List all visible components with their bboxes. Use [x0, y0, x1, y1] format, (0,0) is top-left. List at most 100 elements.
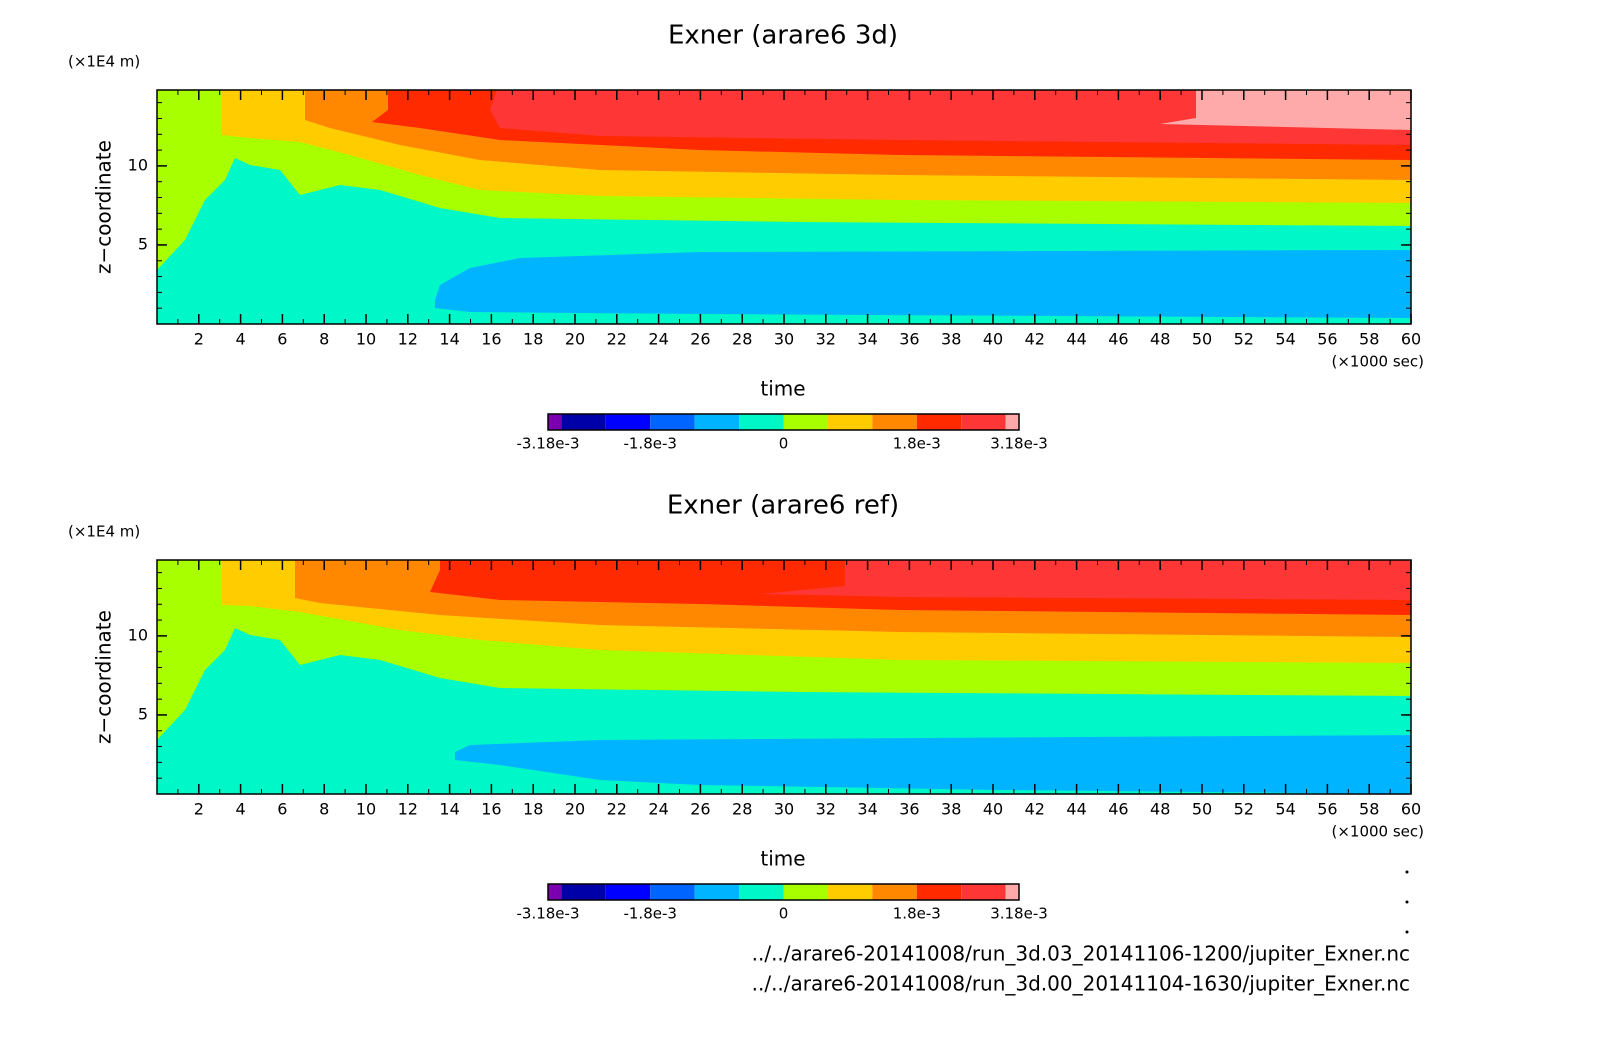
x-tick-label: 28 — [732, 330, 752, 349]
x-tick-label: 42 — [1025, 330, 1045, 349]
x-tick-label: 32 — [816, 330, 836, 349]
colorbar-tick-label: 3.18e-3 — [990, 905, 1048, 923]
colorbar-segment — [561, 414, 606, 430]
colorbar-segment — [872, 884, 917, 900]
x-tick-label: 16 — [481, 330, 501, 349]
x-tick-label: 14 — [439, 800, 459, 819]
colorbar-tick-label: -1.8e-3 — [623, 905, 676, 923]
y-axis-label: z−coordinate — [92, 610, 116, 744]
colorbar-tick-label: 3.18e-3 — [990, 435, 1048, 453]
colorbar-segment — [650, 884, 695, 900]
x-tick-label: 48 — [1150, 800, 1170, 819]
colorbar-segment — [1005, 414, 1019, 430]
x-tick-label: 22 — [607, 800, 627, 819]
colorbar-segment — [961, 884, 1006, 900]
y-tick-label: 10 — [128, 625, 148, 644]
chart-title: Exner (arare6 ref) — [667, 491, 899, 521]
x-tick-label: 50 — [1192, 330, 1212, 349]
x-tick-label: 38 — [941, 330, 961, 349]
colorbar-segment — [548, 414, 562, 430]
x-tick-label: 14 — [439, 330, 459, 349]
file-path: ../../arare6-20141008/run_3d.00_20141104… — [752, 972, 1410, 996]
x-tick-label: 58 — [1359, 330, 1379, 349]
contour-region — [1160, 90, 1411, 130]
x-tick-label: 30 — [774, 800, 794, 819]
x-tick-label: 48 — [1150, 330, 1170, 349]
colorbar-frame — [547, 413, 1020, 431]
y-unit: (×1E4 m) — [68, 523, 140, 541]
x-tick-label: 58 — [1359, 800, 1379, 819]
x-tick-label: 2 — [194, 800, 204, 819]
contour-region — [760, 560, 1411, 600]
x-tick-label: 24 — [648, 330, 668, 349]
x-tick-label: 12 — [398, 800, 418, 819]
x-tick-label: 52 — [1234, 330, 1254, 349]
colorbar-segment — [783, 414, 828, 430]
chart-title: Exner (arare6 3d) — [668, 21, 898, 51]
colorbar-segment — [694, 414, 740, 430]
x-unit: (×1000 sec) — [1331, 823, 1424, 841]
x-tick-label: 38 — [941, 800, 961, 819]
x-tick-label: 52 — [1234, 800, 1254, 819]
y-axis-label: z−coordinate — [92, 140, 116, 274]
x-tick-label: 28 — [732, 800, 752, 819]
colorbar-segment — [605, 884, 651, 900]
x-tick-label: 12 — [398, 330, 418, 349]
colorbar-segment — [1005, 884, 1019, 900]
colorbar-tick-label: 0 — [779, 905, 789, 923]
y-tick-label: 5 — [138, 234, 148, 253]
contour-region — [455, 735, 1411, 794]
x-tick-label: 60 — [1401, 800, 1421, 819]
y-tick-label: 10 — [128, 155, 148, 174]
colorbar-segment — [916, 414, 962, 430]
x-axis-label: time — [760, 377, 805, 401]
x-tick-label: 56 — [1317, 330, 1337, 349]
x-tick-label: 54 — [1275, 800, 1295, 819]
x-unit: (×1000 sec) — [1331, 353, 1424, 371]
x-tick-label: 42 — [1025, 800, 1045, 819]
x-axis-label: time — [760, 847, 805, 871]
x-tick-label: 36 — [899, 800, 919, 819]
plot-frame — [156, 89, 1412, 325]
x-tick-label: 6 — [277, 330, 287, 349]
colorbar-segment — [548, 884, 562, 900]
x-tick-label: 16 — [481, 800, 501, 819]
x-tick-label: 18 — [523, 800, 543, 819]
colorbar-tick-label: -1.8e-3 — [623, 435, 676, 453]
colorbar-frame — [547, 883, 1020, 901]
colorbar-segment — [827, 414, 873, 430]
colorbar-tick-label: 0 — [779, 435, 789, 453]
colorbar-tick-label: 1.8e-3 — [893, 435, 941, 453]
x-tick-label: 32 — [816, 800, 836, 819]
contour-region — [435, 250, 1411, 318]
colorbar-segment — [605, 414, 651, 430]
x-tick-label: 56 — [1317, 800, 1337, 819]
x-tick-label: 10 — [356, 800, 376, 819]
colorbar-segment — [961, 414, 1006, 430]
x-tick-label: 40 — [983, 330, 1003, 349]
x-tick-label: 2 — [194, 330, 204, 349]
x-tick-label: 34 — [857, 330, 877, 349]
colorbar-segment — [739, 414, 784, 430]
colorbar-segment — [739, 884, 784, 900]
colorbar-segment — [694, 884, 740, 900]
dot — [1405, 870, 1409, 874]
x-tick-label: 8 — [319, 800, 329, 819]
colorbar-tick-label: 1.8e-3 — [893, 905, 941, 923]
file-path: ../../arare6-20141008/run_3d.03_20141106… — [752, 942, 1410, 966]
x-tick-label: 22 — [607, 330, 627, 349]
x-tick-label: 60 — [1401, 330, 1421, 349]
x-tick-label: 26 — [690, 330, 710, 349]
colorbar-segment — [916, 884, 962, 900]
x-tick-label: 54 — [1275, 330, 1295, 349]
dot — [1405, 930, 1409, 934]
colorbar-tick-label: -3.18e-3 — [517, 435, 580, 453]
y-unit: (×1E4 m) — [68, 53, 140, 71]
x-tick-label: 8 — [319, 330, 329, 349]
plot-frame — [156, 559, 1412, 795]
x-tick-label: 40 — [983, 800, 1003, 819]
x-tick-label: 24 — [648, 800, 668, 819]
x-tick-label: 4 — [236, 800, 246, 819]
